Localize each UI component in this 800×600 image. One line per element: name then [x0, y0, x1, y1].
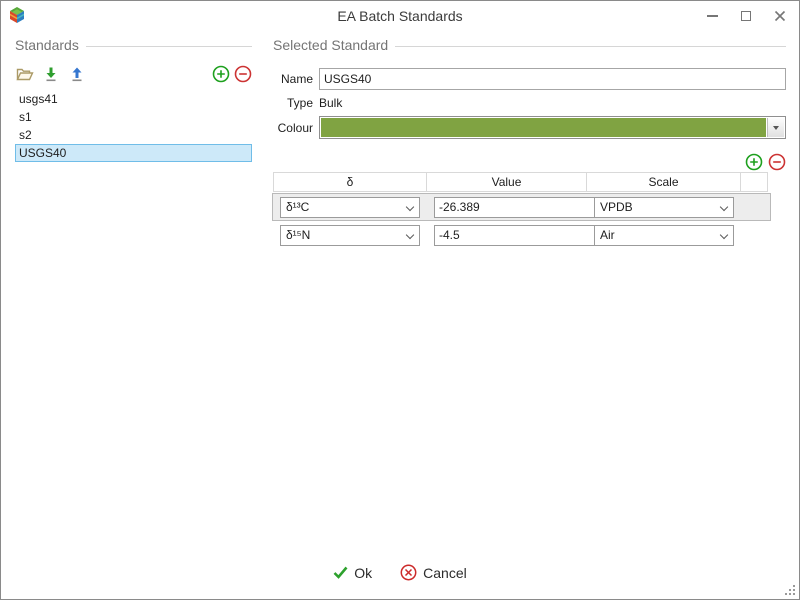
type-label: Type [286, 96, 313, 110]
delta-cell: δ¹⁵N [273, 222, 427, 248]
selected-standard-header: Selected Standard [273, 37, 786, 57]
row-spacer-cell [741, 222, 768, 248]
minimize-icon [706, 15, 718, 17]
chevron-down-icon [720, 231, 728, 239]
colour-dropdown-button[interactable] [767, 118, 784, 137]
chevron-down-icon [773, 125, 779, 130]
column-header-scale: Scale [587, 172, 741, 192]
standards-title: Standards [15, 37, 79, 53]
resize-grip[interactable] [783, 583, 795, 595]
delta-grid: δ Value Scale δ¹³C [272, 172, 771, 248]
standards-list-item[interactable]: s1 [15, 108, 252, 126]
cancel-circle-x-icon [400, 564, 417, 581]
scale-select-value: VPDB [600, 200, 633, 214]
standards-list-item[interactable]: usgs41 [15, 90, 252, 108]
value-cell [427, 222, 599, 248]
window-controls [695, 1, 797, 31]
colour-swatch [321, 118, 766, 137]
import-download-icon[interactable] [41, 65, 61, 83]
cancel-label: Cancel [423, 564, 467, 581]
row-spacer-cell [741, 194, 768, 220]
name-label: Name [280, 72, 313, 86]
standards-list-item-label: USGS40 [19, 146, 67, 160]
name-input[interactable] [319, 68, 786, 90]
remove-delta-button[interactable] [768, 153, 786, 171]
maximize-icon [741, 11, 751, 21]
standards-list-item-label: s1 [19, 110, 32, 124]
standards-list-item[interactable]: s2 [15, 126, 252, 144]
standards-toolbar [15, 62, 252, 86]
delta-select[interactable]: δ¹⁵N [280, 224, 420, 246]
scale-cell: VPDB [587, 194, 741, 220]
colour-dropdown[interactable] [319, 116, 786, 139]
name-row: Name [273, 68, 786, 90]
minus-circle-icon [768, 153, 786, 171]
scale-cell: Air [587, 222, 741, 248]
chevron-down-icon [406, 203, 414, 211]
delta-grid-row: δ¹⁵N Air [273, 222, 770, 248]
close-button[interactable] [763, 1, 797, 31]
delta-select[interactable]: δ¹³C [280, 196, 420, 218]
scale-select-value: Air [600, 228, 615, 242]
delta-cell: δ¹³C [273, 194, 427, 220]
colour-row: Colour [273, 116, 786, 139]
maximize-button[interactable] [729, 1, 763, 31]
remove-standard-button[interactable] [234, 65, 252, 83]
header-rule [85, 46, 252, 47]
standards-header: Standards [15, 37, 252, 57]
minimize-button[interactable] [695, 1, 729, 31]
app-logo-icon [10, 7, 24, 23]
selected-standard-title: Selected Standard [273, 37, 389, 53]
column-header-delta: δ [273, 172, 427, 192]
value-cell [427, 194, 599, 220]
value-input[interactable] [434, 224, 599, 246]
export-upload-icon[interactable] [67, 65, 87, 83]
check-icon [333, 566, 348, 579]
window-title: EA Batch Standards [337, 8, 463, 24]
minus-circle-icon [234, 65, 252, 83]
cancel-button[interactable]: Cancel [400, 564, 467, 581]
standards-list-item-label: usgs41 [19, 92, 58, 106]
standards-panel: Standards [15, 37, 252, 162]
standards-list: usgs41 s1 s2 USGS40 [15, 90, 252, 162]
column-header-value: Value [427, 172, 587, 192]
add-delta-button[interactable] [745, 153, 763, 171]
delta-select-value: δ¹³C [286, 200, 310, 214]
delta-select-value: δ¹⁵N [286, 228, 311, 242]
colour-label: Colour [277, 120, 313, 135]
title-bar: EA Batch Standards [1, 1, 799, 31]
chevron-down-icon [406, 231, 414, 239]
header-rule [395, 46, 786, 47]
column-header-spacer [741, 172, 768, 192]
plus-circle-icon [212, 65, 230, 83]
scale-select[interactable]: VPDB [594, 196, 734, 218]
ok-button[interactable]: Ok [333, 564, 372, 581]
open-folder-icon[interactable] [15, 65, 35, 83]
scale-select[interactable]: Air [594, 224, 734, 246]
delta-grid-row: δ¹³C VPDB [272, 193, 771, 221]
standards-list-item[interactable]: USGS40 [15, 144, 252, 162]
type-row: Type Bulk [273, 96, 786, 110]
delta-grid-rows: δ¹³C VPDB [272, 193, 771, 248]
standards-list-item-label: s2 [19, 128, 32, 142]
plus-circle-icon [745, 153, 763, 171]
add-standard-button[interactable] [212, 65, 230, 83]
footer: Ok Cancel [1, 564, 799, 581]
chevron-down-icon [720, 203, 728, 211]
value-input[interactable] [434, 196, 599, 218]
selected-standard-panel: Selected Standard Name Type Bulk Colour [272, 37, 786, 248]
close-icon [774, 10, 786, 22]
ok-label: Ok [354, 564, 373, 581]
delta-grid-header: δ Value Scale [273, 172, 770, 192]
delta-grid-toolbar [273, 153, 786, 171]
type-value: Bulk [319, 96, 343, 110]
